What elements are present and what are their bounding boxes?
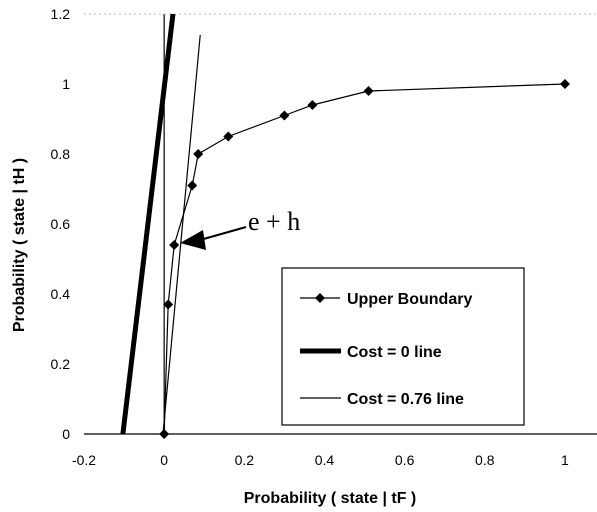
- annotation-label: e + h: [248, 207, 300, 236]
- data-point-diamond: [223, 131, 234, 142]
- data-point-diamond: [163, 299, 174, 310]
- annotation-arrow-head: [180, 230, 206, 250]
- legend-label-cost-076: Cost = 0.76 line: [347, 391, 464, 408]
- legend-marker-diamond: [315, 293, 325, 303]
- y-tick-label: 1.2: [51, 6, 71, 22]
- x-tick-label: 0.2: [235, 452, 255, 468]
- data-point-diamond: [159, 429, 170, 439]
- y-tick-label: 0.8: [51, 146, 71, 162]
- legend-label-cost-0: Cost = 0 line: [347, 344, 442, 361]
- x-tick-label: 0.8: [475, 452, 495, 468]
- legend-entry-cost-076: Cost = 0.76 line: [300, 391, 464, 408]
- data-point-diamond: [169, 240, 180, 250]
- x-tick-label: 1: [561, 452, 569, 468]
- data-point-diamond: [559, 79, 570, 89]
- data-point-diamond: [307, 100, 318, 110]
- y-axis-title: Probability ( state | tH ): [11, 158, 28, 332]
- x-tick-label: -0.2: [72, 452, 96, 468]
- y-tick-labels: 0 0.2 0.4 0.6 0.8 1 1.2: [51, 6, 71, 442]
- data-point-diamond: [363, 86, 374, 96]
- x-tick-labels: -0.2 0 0.2 0.4 0.6 0.8 1: [72, 452, 569, 468]
- legend-entry-upper-boundary: Upper Boundary: [300, 291, 472, 308]
- series-line-1: [120, 13, 176, 435]
- series-line-2: [162, 34, 201, 435]
- legend: Upper Boundary Cost = 0 line Cost = 0.76…: [281, 267, 525, 426]
- y-tick-label: 0: [62, 426, 70, 442]
- legend-entry-cost-0: Cost = 0 line: [300, 344, 442, 361]
- annotation-arrow-line: [199, 226, 247, 241]
- x-tick-label: 0.6: [395, 452, 415, 468]
- series-layer: [120, 13, 570, 439]
- data-point-diamond: [187, 180, 198, 191]
- x-tick-label: 0.4: [315, 452, 335, 468]
- y-tick-label: 1: [62, 76, 70, 92]
- legend-box: [281, 267, 525, 426]
- x-axis-title: Probability ( state | tF ): [244, 490, 417, 507]
- y-tick-label: 0.2: [51, 356, 71, 372]
- series-line-0: [163, 83, 565, 435]
- y-tick-label: 0.4: [51, 286, 71, 302]
- data-point-diamond: [193, 149, 204, 159]
- data-point-diamond: [279, 110, 290, 121]
- legend-label-upper-boundary: Upper Boundary: [347, 291, 472, 308]
- x-tick-label: 0: [160, 452, 168, 468]
- y-tick-label: 0.6: [51, 216, 71, 232]
- annotation-e-plus-h: e + h: [180, 207, 300, 250]
